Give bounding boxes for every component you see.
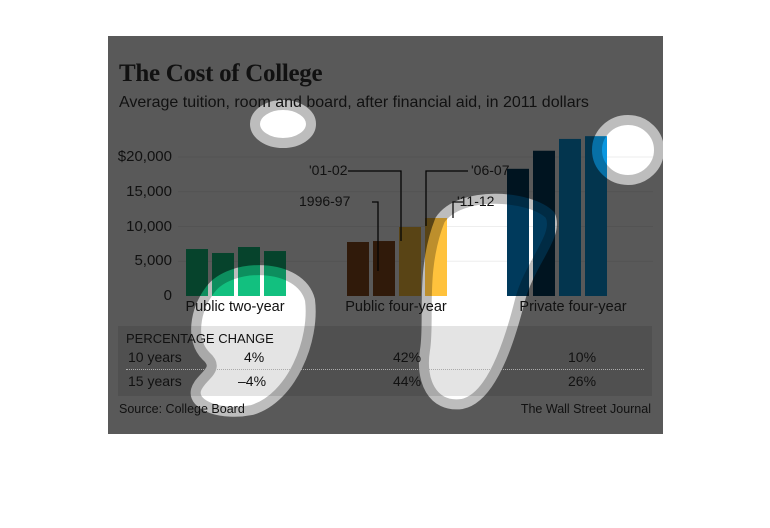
row-label: 15 years bbox=[128, 373, 182, 389]
bar-public-four-year-11-12 bbox=[425, 218, 447, 296]
leader-line-01-02 bbox=[348, 170, 402, 241]
bar-public-two-year-06-07 bbox=[238, 247, 260, 296]
percentage-change-table: PERCENTAGE CHANGE 10 years 4% 42% 10% 15… bbox=[118, 326, 652, 396]
chart-subtitle: Average tuition, room and board, after f… bbox=[119, 94, 589, 111]
bar-public-two-year-1996-97 bbox=[186, 249, 208, 296]
credit-note: The Wall Street Journal bbox=[520, 402, 651, 416]
bar-public-two-year-01-02 bbox=[212, 252, 234, 296]
y-tick-label: 15,000 bbox=[126, 183, 172, 200]
bar-public-four-year-01-02 bbox=[373, 241, 395, 296]
period-label: '11-12 bbox=[457, 193, 495, 209]
bar-private-four-year-01-02 bbox=[533, 150, 555, 296]
chart-graphic: The Cost of College Average tuition, roo… bbox=[108, 36, 663, 434]
period-label: '06-07 bbox=[471, 162, 510, 178]
source-note: Source: College Board bbox=[119, 402, 245, 416]
y-tick-label: $20,000 bbox=[117, 148, 172, 165]
bar-private-four-year-06-07 bbox=[559, 138, 581, 296]
cell-value: 26% bbox=[568, 373, 597, 389]
y-tick-label: 5,000 bbox=[134, 252, 172, 269]
cell-value: 42% bbox=[393, 349, 422, 365]
cell-value: 10% bbox=[568, 349, 597, 365]
category-label: Public four-year bbox=[345, 299, 447, 315]
bar-private-four-year-11-12 bbox=[585, 136, 607, 296]
chart-title: The Cost of College bbox=[119, 60, 323, 87]
period-label: '01-02 bbox=[309, 162, 348, 178]
period-label: 1996-97 bbox=[299, 193, 351, 209]
table-header: PERCENTAGE CHANGE bbox=[126, 331, 274, 346]
y-tick-label: 10,000 bbox=[126, 218, 172, 235]
bar-public-two-year-11-12 bbox=[264, 251, 286, 296]
bar-public-four-year-1996-97 bbox=[347, 241, 369, 296]
category-label: Public two-year bbox=[185, 299, 285, 315]
bar-public-four-year-06-07 bbox=[399, 226, 421, 296]
row-divider bbox=[126, 369, 644, 370]
row-label: 10 years bbox=[128, 349, 182, 365]
category-label: Private four-year bbox=[519, 299, 627, 315]
cell-value: –4% bbox=[238, 373, 267, 389]
cell-value: 4% bbox=[244, 349, 265, 365]
cell-value: 44% bbox=[393, 373, 422, 389]
bar-private-four-year-1996-97 bbox=[507, 168, 529, 296]
